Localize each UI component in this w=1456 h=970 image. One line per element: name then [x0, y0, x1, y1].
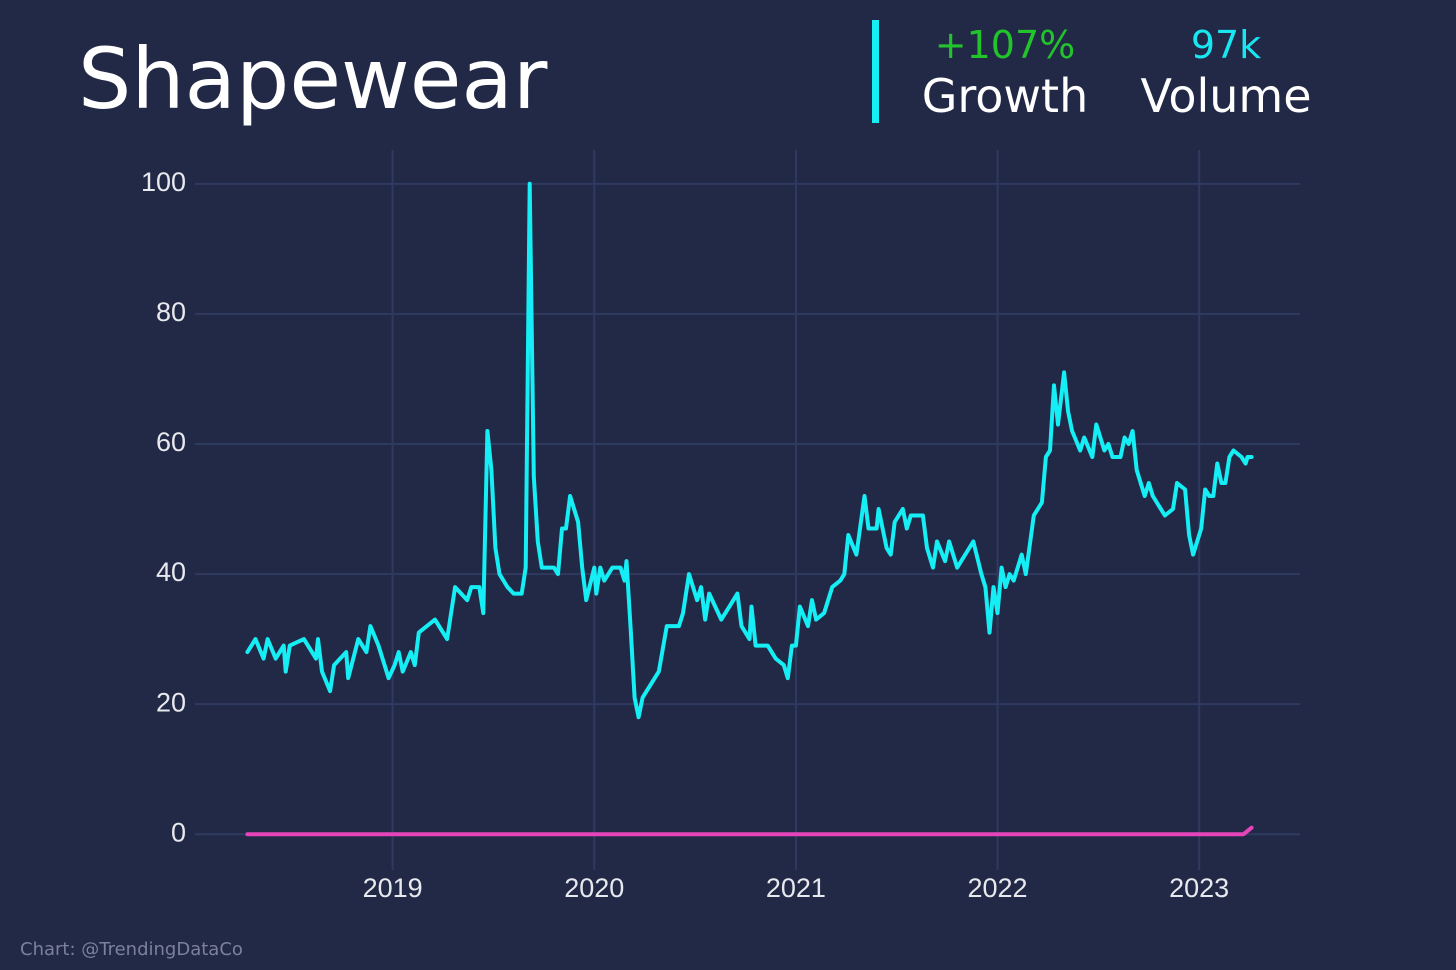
series-line: [245, 181, 1254, 720]
x-tick-label: 2021: [766, 873, 826, 903]
plot: [245, 181, 1254, 837]
source: Chart: @TrendingDataCo: [20, 939, 243, 960]
y-tick-label: 20: [156, 687, 186, 717]
divider: [872, 20, 879, 123]
x-tick-label: 2022: [967, 873, 1027, 903]
stat-label: Volume: [1140, 69, 1311, 123]
x-tick-label: 2019: [363, 873, 423, 903]
stat-value: 97k: [1191, 23, 1261, 67]
y-tick-label: 80: [156, 297, 186, 327]
x-tick-label: 2023: [1169, 873, 1229, 903]
x-tick-label: 2020: [564, 873, 624, 903]
y-tick-label: 0: [171, 817, 186, 847]
y-tick-label: 100: [141, 167, 186, 197]
series-line: [245, 825, 1254, 837]
stat-label: Growth: [922, 69, 1089, 123]
y-tick-label: 60: [156, 427, 186, 457]
stat-value: +107%: [935, 23, 1075, 67]
y-tick-label: 40: [156, 557, 186, 587]
chart-title: Shapewear: [78, 30, 548, 128]
